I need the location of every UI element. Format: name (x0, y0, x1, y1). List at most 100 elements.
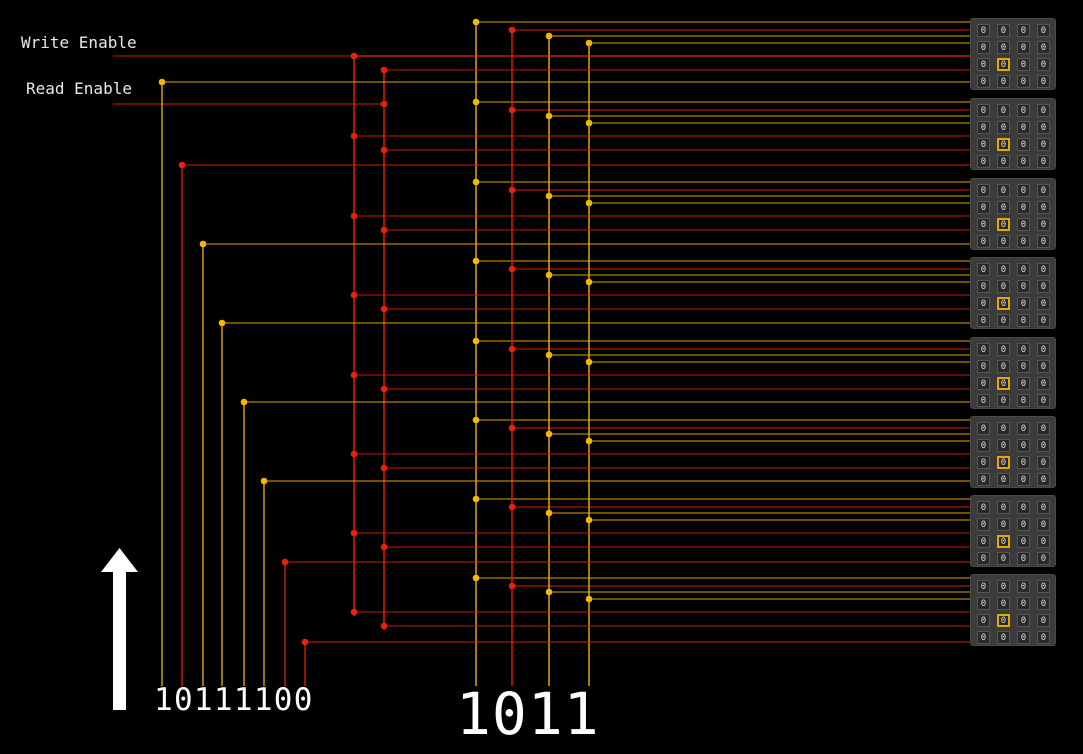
junction-dot (585, 595, 593, 603)
junction-dot (545, 112, 553, 120)
memory-cell: 0 (997, 501, 1010, 514)
memory-cell: 0 (1037, 24, 1050, 37)
memory-cell: 0 (1017, 394, 1030, 407)
memory-cell: 0 (997, 580, 1010, 593)
memory-cell: 0 (997, 104, 1010, 117)
memory-cell: 0 (1037, 314, 1050, 327)
memory-cell: 0 (1017, 631, 1030, 644)
memory-cell: 0 (977, 360, 990, 373)
memory-cell: 0 (1017, 473, 1030, 486)
memory-cell: 0 (977, 439, 990, 452)
memory-cell: 0 (1037, 41, 1050, 54)
memory-cell: 0 (1037, 201, 1050, 214)
junction-dot (545, 430, 553, 438)
arrow-up-icon-shaft (113, 570, 126, 710)
memory-cell: 0 (1017, 518, 1030, 531)
memory-cell-selected: 0 (997, 138, 1010, 151)
memory-cell: 0 (1037, 235, 1050, 248)
memory-cell: 0 (977, 518, 990, 531)
junction-dot (508, 265, 516, 273)
memory-cell: 0 (1017, 235, 1030, 248)
memory-cell: 0 (977, 24, 990, 37)
memory-cell: 0 (1037, 58, 1050, 71)
memory-cell: 0 (1037, 614, 1050, 627)
memory-cell: 0 (997, 439, 1010, 452)
memory-cell: 0 (997, 422, 1010, 435)
memory-cell-selected: 0 (997, 614, 1010, 627)
junction-dot (472, 257, 480, 265)
memory-cell: 0 (977, 501, 990, 514)
memory-cell: 0 (1017, 501, 1030, 514)
memory-cell: 0 (977, 631, 990, 644)
memory-cell: 0 (1017, 218, 1030, 231)
memory-cell: 0 (1037, 155, 1050, 168)
memory-cell: 0 (977, 155, 990, 168)
memory-cell: 0 (977, 597, 990, 610)
memory-cell: 0 (997, 121, 1010, 134)
junction-dot (178, 161, 186, 169)
junction-dot (472, 337, 480, 345)
junction-dot (545, 351, 553, 359)
memory-cell: 0 (1017, 360, 1030, 373)
memory-cell: 0 (1017, 24, 1030, 37)
memory-cell: 0 (1017, 155, 1030, 168)
memory-cell: 0 (1037, 535, 1050, 548)
junction-dot (350, 529, 358, 537)
memory-cell: 0 (1017, 614, 1030, 627)
memory-cell-selected: 0 (997, 456, 1010, 469)
junction-dot (508, 106, 516, 114)
memory-cell: 0 (997, 201, 1010, 214)
memory-cell: 0 (997, 41, 1010, 54)
junction-dot (585, 119, 593, 127)
memory-cell: 0 (1017, 280, 1030, 293)
memory-cell: 0 (997, 597, 1010, 610)
memory-cell: 0 (997, 473, 1010, 486)
memory-cell: 0 (997, 184, 1010, 197)
memory-cell-selected: 0 (997, 218, 1010, 231)
memory-cell: 0 (1037, 280, 1050, 293)
memory-cell: 0 (1037, 518, 1050, 531)
memory-cell: 0 (977, 263, 990, 276)
junction-dot (585, 358, 593, 366)
memory-cell: 0 (977, 75, 990, 88)
memory-cell: 0 (977, 343, 990, 356)
junction-dot (472, 495, 480, 503)
memory-cell: 0 (997, 75, 1010, 88)
junction-dot (350, 291, 358, 299)
junction-dot (508, 345, 516, 353)
junction-dot (350, 212, 358, 220)
memory-cell: 0 (977, 580, 990, 593)
memory-cell: 0 (1017, 201, 1030, 214)
memory-cell: 0 (977, 218, 990, 231)
memory-cell-selected: 0 (997, 535, 1010, 548)
junction-dot (585, 516, 593, 524)
memory-cell: 0 (1037, 631, 1050, 644)
junction-dot (545, 588, 553, 596)
address-bits: 10111100 (154, 682, 314, 718)
memory-cell: 0 (1037, 394, 1050, 407)
junction-dot (350, 371, 358, 379)
memory-cell: 0 (1017, 422, 1030, 435)
memory-cell: 0 (977, 235, 990, 248)
memory-cell: 0 (1037, 439, 1050, 452)
junction-dot (472, 178, 480, 186)
memory-cell: 0 (1017, 597, 1030, 610)
junction-dot (350, 132, 358, 140)
junction-dot (380, 305, 388, 313)
memory-cell: 0 (997, 518, 1010, 531)
memory-cell: 0 (997, 314, 1010, 327)
junction-dot (585, 199, 593, 207)
memory-cell: 0 (997, 631, 1010, 644)
junction-dot (240, 398, 248, 406)
junction-dot (585, 437, 593, 445)
memory-cell: 0 (1017, 75, 1030, 88)
junction-dot (350, 52, 358, 60)
memory-cell: 0 (997, 235, 1010, 248)
junction-dot (545, 271, 553, 279)
memory-cell: 0 (997, 360, 1010, 373)
